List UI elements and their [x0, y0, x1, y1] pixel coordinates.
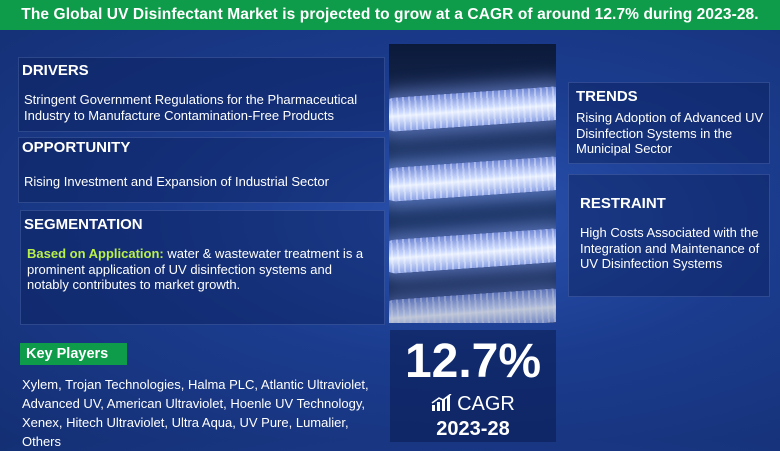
segmentation-title: SEGMENTATION: [24, 216, 143, 233]
uv-tube-4: [389, 287, 556, 323]
bar-chart-up-icon: [431, 393, 452, 411]
drivers-panel: [18, 57, 385, 132]
opportunity-panel: [18, 137, 385, 203]
cagr-label-row: CAGR: [390, 393, 556, 415]
cagr-value: 12.7%: [404, 335, 542, 388]
segmentation-highlight: Based on Application:: [27, 246, 164, 261]
segmentation-panel: [20, 210, 385, 325]
opportunity-text: Rising Investment and Expansion of Indus…: [24, 174, 329, 189]
segmentation-body: water & wastewater treatment is a promin…: [27, 246, 364, 292]
segmentation-text: Based on Application: water & wastewater…: [27, 246, 367, 293]
restraint-panel: [568, 174, 770, 297]
key-players-text: Xylem, Trojan Technologies, Halma PLC, A…: [22, 377, 369, 449]
cagr-panel: 12.7% CAGR 2023-28: [390, 330, 556, 442]
uv-tube-1: [389, 85, 556, 133]
drivers-text: Stringent Government Regulations for the…: [24, 92, 358, 123]
trends-panel: [568, 82, 770, 164]
uv-lamp-image: [389, 44, 556, 323]
restraint-text: High Costs Associated with the Integrati…: [580, 225, 760, 271]
uv-tube-3: [389, 227, 556, 275]
restraint-title: RESTRAINT: [580, 195, 666, 212]
cagr-label: CAGR: [457, 393, 515, 415]
drivers-title: DRIVERS: [22, 62, 89, 79]
opportunity-title: OPPORTUNITY: [22, 139, 131, 156]
key-players-badge: Key Players: [20, 343, 127, 365]
trends-text: Rising Adoption of Advanced UV Disinfect…: [576, 110, 764, 156]
uv-tube-2: [389, 155, 556, 203]
trends-title: TRENDS: [576, 88, 638, 105]
cagr-years: 2023-28: [436, 418, 510, 440]
headline-banner: The Global UV Disinfectant Market is pro…: [0, 0, 780, 30]
